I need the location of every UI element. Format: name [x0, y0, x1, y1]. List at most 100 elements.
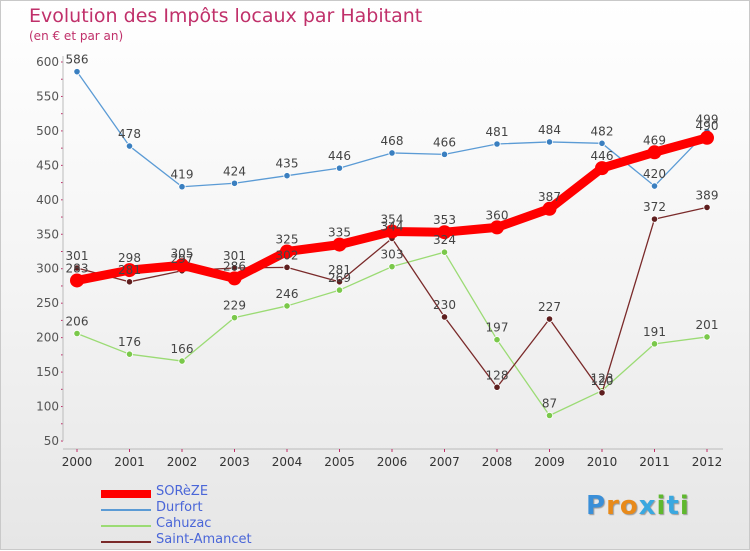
x-tick-label: 2006	[377, 455, 408, 469]
data-label: 324	[433, 233, 456, 247]
data-point	[598, 389, 606, 397]
data-label: 176	[118, 335, 141, 349]
y-tick-label: 100	[36, 400, 59, 414]
x-tick-label: 2003	[219, 455, 250, 469]
data-label: 481	[486, 125, 509, 139]
y-tick-label: 200	[36, 331, 59, 345]
data-label: 286	[223, 259, 246, 273]
legend-label: Cahuzac	[156, 516, 212, 531]
chart-subtitle: (en € et par an)	[29, 29, 124, 43]
data-point	[125, 142, 134, 150]
data-label: 191	[643, 325, 666, 339]
data-point	[595, 161, 609, 176]
data-point	[650, 182, 659, 190]
data-label: 281	[118, 263, 141, 277]
data-label: 206	[66, 315, 89, 329]
data-label: 353	[433, 213, 456, 227]
data-point	[332, 237, 347, 252]
data-point	[175, 258, 189, 273]
data-point	[178, 183, 186, 191]
data-label: 586	[66, 53, 89, 67]
y-tick-label: 500	[36, 124, 59, 138]
y-tick-label: 400	[36, 193, 59, 207]
data-label: 482	[591, 124, 614, 138]
legend-label: SORèZE	[156, 484, 209, 499]
data-point	[703, 333, 711, 341]
data-label: 389	[696, 188, 719, 202]
data-label: 302	[276, 248, 299, 262]
data-point	[545, 138, 554, 146]
data-point	[335, 286, 344, 294]
data-label: 325	[276, 233, 299, 247]
data-label: 197	[486, 321, 509, 335]
data-label: 123	[591, 372, 614, 386]
data-point	[283, 263, 291, 271]
data-label: 269	[328, 271, 351, 285]
data-label: 297	[171, 252, 194, 266]
data-point	[493, 336, 501, 344]
chart-title: Evolution des Impôts locaux par Habitant	[29, 5, 423, 27]
data-label: 468	[381, 134, 404, 148]
data-point	[650, 215, 659, 223]
data-point	[335, 164, 344, 172]
data-point	[335, 278, 344, 286]
data-point	[70, 273, 84, 288]
data-label: 301	[66, 249, 89, 263]
data-label: 360	[486, 208, 509, 222]
y-tick-label: 350	[36, 227, 59, 241]
data-point	[703, 203, 711, 211]
legend-swatch	[101, 509, 151, 511]
data-point	[388, 263, 396, 271]
data-point	[493, 140, 501, 148]
data-label: 419	[171, 168, 194, 182]
data-point	[283, 302, 291, 310]
data-label: 227	[538, 300, 561, 314]
x-tick-label: 2011	[639, 455, 670, 469]
data-point	[700, 130, 714, 145]
x-tick-label: 2005	[324, 455, 355, 469]
data-point	[230, 314, 239, 322]
data-point	[280, 244, 294, 259]
data-label: 484	[538, 123, 561, 137]
x-tick-label: 2002	[167, 455, 198, 469]
logo-letter: t	[666, 491, 680, 521]
data-label: 466	[433, 135, 456, 149]
data-label: 387	[538, 190, 561, 204]
x-tick-label: 2000	[62, 455, 93, 469]
x-tick-label: 2007	[429, 455, 460, 469]
data-point	[73, 329, 81, 338]
x-tick-label: 2010	[587, 455, 618, 469]
data-label: 281	[328, 263, 351, 277]
data-label: 229	[223, 299, 246, 313]
logo-letter: P	[586, 491, 607, 521]
data-point	[73, 264, 81, 272]
y-tick-label: 300	[36, 262, 59, 276]
x-tick-label: 2008	[482, 455, 513, 469]
data-label: 424	[223, 164, 246, 178]
data-label: 478	[118, 127, 141, 141]
legend-swatch	[101, 541, 151, 543]
data-point	[178, 357, 186, 365]
legend-label: Durfort	[156, 500, 203, 515]
data-label: 335	[328, 226, 351, 240]
data-point	[542, 201, 557, 216]
series-line-cahuzac	[76, 251, 708, 417]
data-point	[122, 263, 137, 278]
data-point	[125, 350, 134, 358]
data-point	[440, 248, 449, 256]
data-label: 354	[381, 213, 404, 227]
data-label: 446	[591, 149, 614, 163]
legend-label: Saint-Amancet	[156, 532, 252, 547]
data-point	[385, 224, 399, 239]
data-point	[545, 315, 554, 323]
logo-letter: r	[606, 491, 620, 521]
x-tick-label: 2004	[272, 455, 303, 469]
data-label: 128	[486, 368, 509, 382]
data-label: 283	[66, 261, 89, 275]
data-point	[227, 271, 242, 286]
data-point	[125, 278, 134, 286]
data-label: 446	[328, 149, 351, 163]
data-label: 490	[696, 119, 719, 133]
data-point	[230, 179, 239, 187]
